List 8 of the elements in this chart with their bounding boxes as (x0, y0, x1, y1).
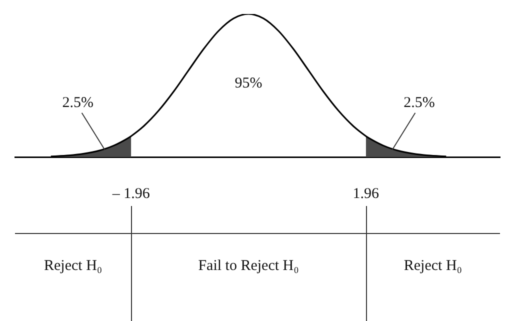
annotation: 95% (234, 75, 262, 92)
x-tick-label: 1.96 (352, 186, 380, 202)
text: Reject H₀ (404, 258, 462, 274)
text: Reject H₀ (44, 258, 102, 274)
x-tick-label: – 1.96 (111, 186, 150, 202)
text: Fail to Reject H₀ (198, 258, 299, 274)
annotation: 2.5% (62, 94, 94, 111)
annotation: 2.5% (404, 94, 435, 111)
